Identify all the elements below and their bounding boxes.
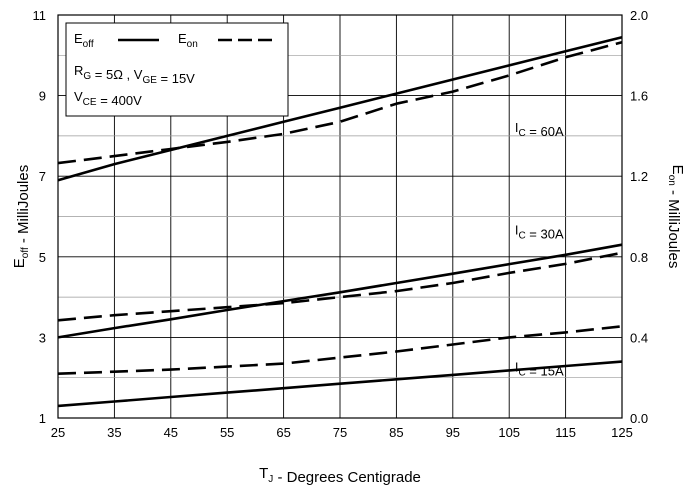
annotations: IC = 60A IC = 30A IC = 15A (515, 120, 564, 379)
annotation-label: IC = 30A (515, 223, 564, 242)
annotation-label: IC = 60A (515, 120, 564, 139)
series-line-15A-eon (57, 325, 623, 375)
y-right-tick-label: 0.0 (630, 411, 648, 426)
legend: Eoff Eon RG = 5Ω , VGE = 15V VCE = 400V (74, 31, 278, 108)
y-left-tick-label: 9 (39, 89, 46, 104)
y-right-tick-label: 0.4 (630, 330, 648, 345)
y-left-tick-label: 3 (39, 330, 46, 345)
axis-labels: TJ - Degrees Centigrade Eoff - MilliJoule… (11, 165, 686, 485)
x-tick-label: 25 (51, 425, 65, 440)
x-tick-label: 45 (164, 425, 178, 440)
legend-text-line: RG = 5Ω , VGE = 15V (74, 63, 195, 86)
y-left-tick-label: 7 (39, 169, 46, 184)
x-tick-label: 95 (446, 425, 460, 440)
y-axis-label-right: Eon - MilliJoules (665, 165, 686, 269)
y-left-tick-label: 11 (33, 8, 47, 23)
x-tick-label: 115 (555, 425, 576, 440)
series-line-15A-eoff (57, 360, 623, 408)
legend-box (65, 22, 289, 117)
series-line-60A-eon (57, 40, 623, 165)
legend-text-line: VCE = 400V (74, 89, 142, 108)
y-left-tick-label: 5 (39, 250, 46, 265)
x-tick-label: 125 (611, 425, 633, 440)
x-tick-label: 105 (498, 425, 520, 440)
legend-entry-label: Eoff (74, 31, 94, 50)
x-axis-label: TJ - Degrees Centigrade (259, 465, 421, 485)
y-left-tick-label: 1 (39, 411, 46, 426)
legend-entry-label: Eon (178, 31, 198, 50)
x-tick-label: 55 (220, 425, 234, 440)
x-tick-label: 35 (107, 425, 121, 440)
y-axis-label-left: Eoff - MilliJoules (11, 165, 32, 268)
series-group (57, 35, 623, 408)
plot-frame (57, 14, 623, 419)
tick-labels: 25 35 45 55 65 75 85 95 105 115 12513579110.00.40.… (33, 8, 649, 440)
series-line-60A-eoff (57, 35, 623, 182)
x-tick-label: 75 (333, 425, 347, 440)
x-tick-label: 65 (276, 425, 290, 440)
annotation-label: IC = 15A (515, 360, 564, 379)
series-line-30A-eon (57, 251, 623, 322)
series-line-30A-eoff (57, 243, 623, 339)
y-right-tick-label: 1.2 (630, 169, 648, 184)
y-right-tick-label: 2.0 (630, 8, 648, 23)
y-right-tick-label: 0.8 (630, 250, 648, 265)
x-tick-label: 85 (389, 425, 403, 440)
y-right-tick-label: 1.6 (630, 89, 648, 104)
